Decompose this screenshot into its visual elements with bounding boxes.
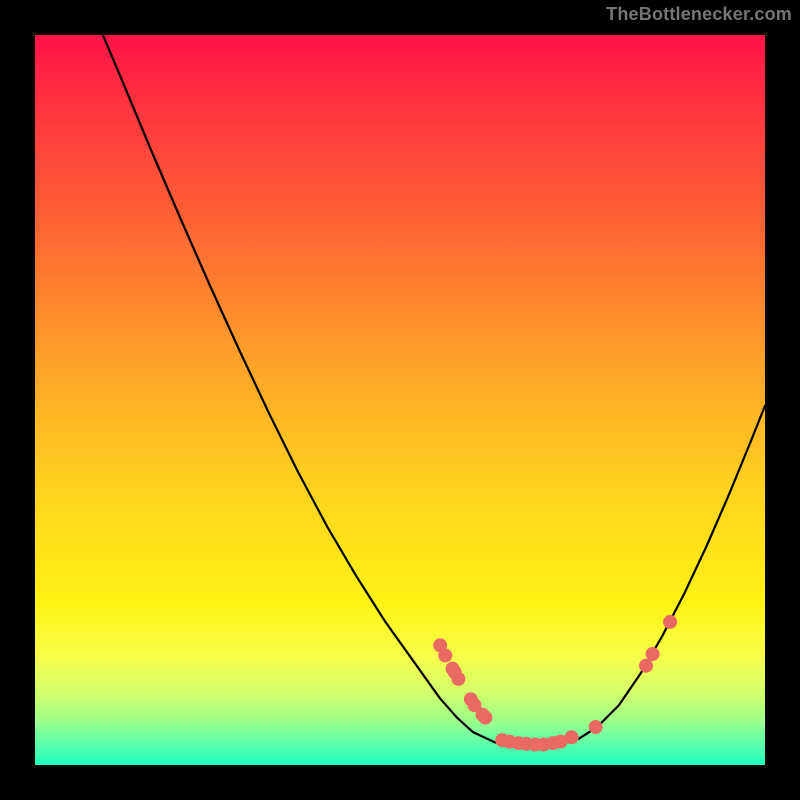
curve-marker <box>479 711 492 724</box>
attribution-label: TheBottlenecker.com <box>606 4 792 25</box>
v-curve-line <box>103 35 765 746</box>
curve-marker <box>439 649 452 662</box>
curve-marker <box>664 615 677 628</box>
overlay-svg <box>35 35 765 765</box>
curve-marker <box>640 659 653 672</box>
curve-marker <box>565 731 578 744</box>
curve-marker <box>589 721 602 734</box>
curve-marker <box>452 672 465 685</box>
curve-marker <box>646 648 659 661</box>
plot-area <box>35 35 765 765</box>
chart-stage: TheBottlenecker.com <box>0 0 800 800</box>
